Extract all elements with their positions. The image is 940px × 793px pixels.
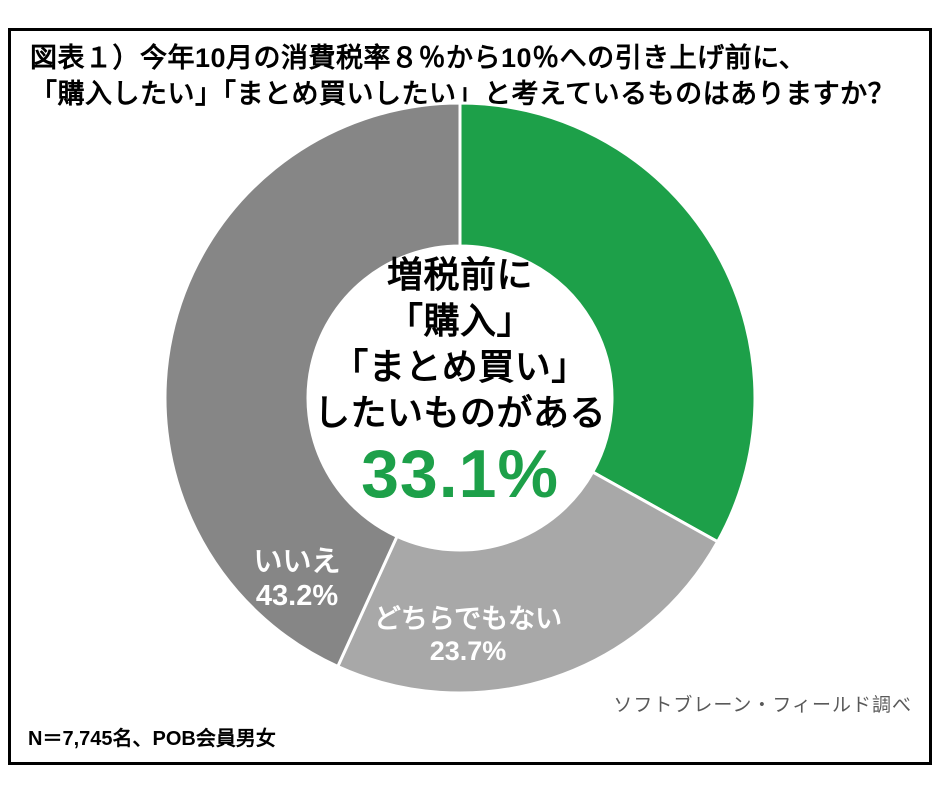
donut-center-label: 増税前に 「購入」 「まとめ買い」 したいものがある 33.1% — [260, 252, 660, 512]
center-label-line3: 「まとめ買い」 — [332, 346, 588, 388]
center-value: 33.1% — [361, 436, 559, 513]
chart-title-line1: 図表１）今年10月の消費税率８％から10％への引き上げ前に、 — [30, 43, 807, 73]
source-credit: ソフトブレーン・フィールド調べ — [613, 695, 912, 716]
donut-slice — [336, 470, 720, 695]
slice-label-neither: どちらでもない 23.7% — [318, 604, 618, 668]
chart-title: 図表１）今年10月の消費税率８％から10％への引き上げ前に、 「購入したい」「ま… — [30, 40, 920, 113]
donut-slice — [458, 101, 757, 544]
center-label-line2: 「購入」 — [386, 300, 533, 342]
sample-size-note: N＝7,745名、POB会員男女 — [28, 728, 276, 750]
donut-slice — [163, 101, 462, 668]
donut-chart — [150, 88, 770, 708]
slice-label-neither-value: 23.7% — [429, 635, 507, 666]
slice-label-no-value: 43.2% — [255, 580, 339, 613]
center-label-line4: したいものがある — [313, 392, 606, 434]
center-label-line1: 増税前に — [386, 254, 533, 295]
slice-label-neither-text: どちらでもない — [373, 604, 563, 634]
slice-label-no: いいえ 43.2% — [187, 545, 407, 613]
donut-svg — [163, 101, 757, 695]
slice-label-no-text: いいえ — [253, 546, 341, 578]
